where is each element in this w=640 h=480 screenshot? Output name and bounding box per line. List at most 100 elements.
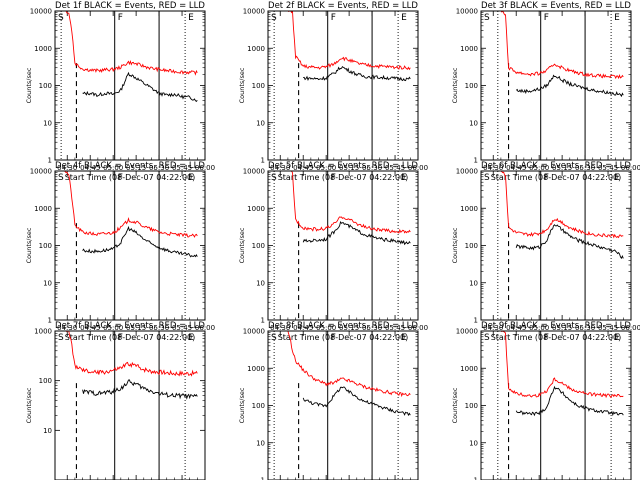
y-tick-label: 10000 [243,328,265,336]
period-marker-label: S [58,13,64,23]
y-tick-label: 1 [474,157,478,165]
x-tick-label: 05:15 [339,324,359,332]
y-axis-label: Counts/sec [238,387,246,423]
x-tick-label: 05:15 [339,164,359,172]
period-marker-label: F [544,333,549,343]
x-tick-label: 05:15 [552,324,572,332]
y-tick-label: 100 [39,242,52,250]
y-tick-label: 1000 [247,45,265,53]
x-tick-label: 04:45 [293,324,313,332]
y-tick-label: 10000 [456,8,478,16]
chart-title: Det 3f BLACK = Events, RED = LLD [481,1,631,11]
y-axis-label: Counts/sec [25,67,33,103]
y-tick-label: 10000 [456,168,478,176]
lld-series-line [484,11,624,80]
period-marker-label: F [331,173,336,183]
y-tick-label: 10 [43,279,52,287]
y-tick-label: 10000 [30,8,52,16]
chart-panel: Det 1f BLACK = Events, RED = LLD Counts/s… [25,1,215,182]
y-tick-label: 10000 [243,168,265,176]
y-tick-label: 10 [469,439,478,447]
x-tick-label: 06:00 [195,164,215,172]
x-axis-label: Start Time (08-Dec-07 04:22:00) [278,173,409,182]
x-axis-label: Start Time (08-Dec-07 04:22:00) [491,173,622,182]
y-tick-label: 1 [261,157,265,165]
period-marker-label: E [614,173,620,183]
x-tick-label: 05:00 [529,164,549,172]
x-tick-label: 04:45 [80,324,100,332]
x-tick-label: 04:45 [80,164,100,172]
period-marker-label: S [484,173,490,183]
y-tick-label: 1000 [460,45,478,53]
y-tick-label: 10 [256,439,265,447]
x-tick-label: 04:45 [293,164,313,172]
chart-title: Det 6f BLACK = Events, RED = LLD [481,161,631,171]
y-axis-label: Counts/sec [238,67,246,103]
lld-series-line [280,331,411,398]
y-tick-label: 1 [48,157,52,165]
period-marker-label: S [271,173,277,183]
chart-panel: Det 8f BLACK = Events, RED = LLD Counts/s… [238,321,419,480]
events-series-line [515,385,624,417]
y-tick-label: 100 [39,377,52,385]
period-marker-label: S [484,333,490,343]
y-tick-label: 100 [39,82,52,90]
y-tick-label: 100 [465,242,478,250]
period-marker-label: E [188,333,194,343]
y-tick-label: 1000 [34,328,52,336]
period-marker-label: F [118,173,123,183]
y-axis-label: Counts/sec [451,67,459,103]
chart-title: Det 9f BLACK = Events, RED = LLD [481,321,631,331]
period-marker-label: E [401,333,407,343]
y-tick-label: 10000 [243,8,265,16]
x-tick-label: 05:30 [149,164,169,172]
y-tick-label: 10 [43,119,52,127]
x-tick-label: 05:15 [126,324,146,332]
x-tick-label: 05:45 [172,164,192,172]
x-tick-label: 04:30 [57,324,77,332]
y-axis-label: Counts/sec [25,387,33,423]
x-tick-label: 06:00 [408,324,428,332]
x-tick-label: 04:30 [483,164,503,172]
events-series-line [82,379,198,400]
lld-series-line [58,171,198,238]
period-marker-label: E [401,13,407,23]
period-marker-label: F [544,13,549,23]
period-marker-label: E [188,173,194,183]
x-tick-label: 05:30 [149,324,169,332]
y-tick-label: 10 [256,119,265,127]
events-series-line [303,66,411,82]
period-marker-label: E [401,173,407,183]
period-marker-label: F [331,13,336,23]
lld-series-line [58,331,198,377]
y-tick-label: 100 [252,242,265,250]
y-tick-label: 1000 [460,365,478,373]
lld-series-line [280,11,411,71]
y-tick-label: 10 [43,427,52,435]
plot-frame [267,10,419,161]
period-marker-label: S [271,333,277,343]
x-tick-label: 05:00 [316,164,336,172]
x-axis-label: Start Time (08-Dec-07 04:22:00) [65,333,196,342]
chart-panel: Det 4f BLACK = Events, RED = LLD Counts/s… [25,161,215,342]
y-tick-label: 1 [474,317,478,325]
y-tick-label: 10000 [456,328,478,336]
x-tick-label: 04:30 [270,164,290,172]
x-axis-label: Start Time (08-Dec-07 04:22:00) [278,333,409,342]
y-tick-label: 1000 [247,365,265,373]
y-tick-label: 1 [261,317,265,325]
events-series-line [302,386,411,417]
y-tick-label: 1000 [247,205,265,213]
period-marker-label: F [118,333,123,343]
events-series-line [515,224,624,260]
x-tick-label: 05:30 [362,164,382,172]
chart-title: Det 1f BLACK = Events, RED = LLD [55,1,205,11]
lld-series-line [280,171,411,234]
chart-panel: Det 9f BLACK = Events, RED = LLD Counts/s… [451,321,632,480]
y-tick-label: 1 [48,317,52,325]
x-tick-label: 05:30 [575,164,595,172]
chart-title: Det 5f BLACK = Events, RED = LLD [268,161,418,171]
x-tick-label: 04:30 [57,164,77,172]
period-marker-label: F [118,13,123,23]
